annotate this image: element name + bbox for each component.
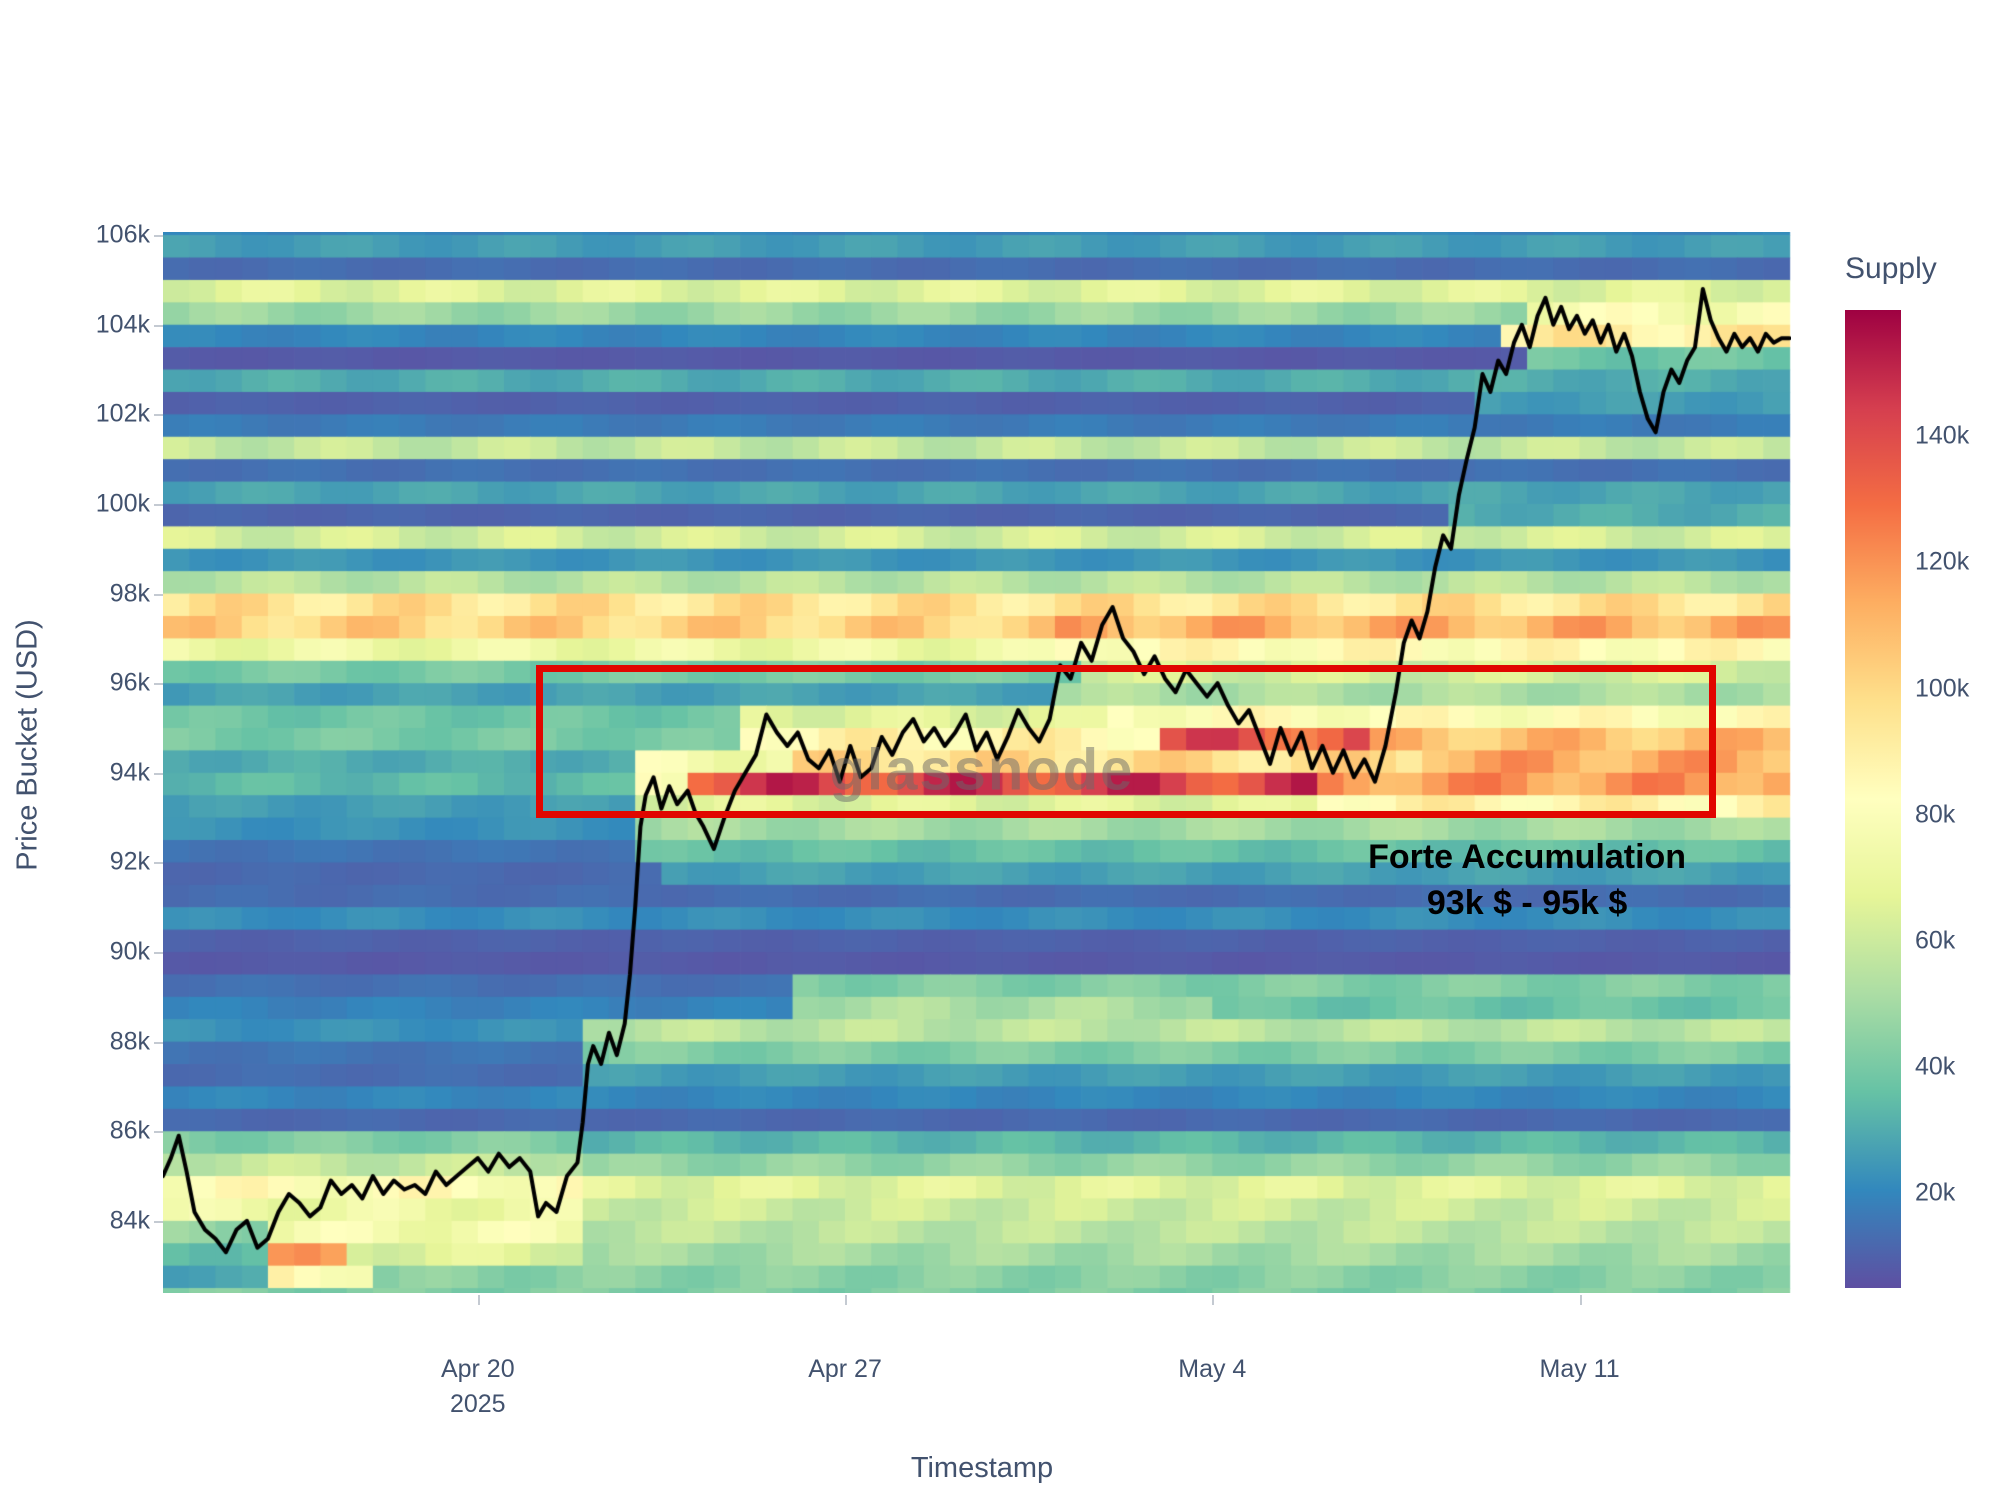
colorbar-tick-label: 100k: [1915, 674, 1970, 703]
y-tick-label: 98k: [109, 579, 150, 608]
y-tick-mark: [154, 1041, 163, 1044]
y-tick-mark: [154, 593, 163, 596]
x-tick-mark: [1212, 1295, 1215, 1305]
y-tick-mark: [154, 952, 163, 955]
y-tick-label: 92k: [109, 847, 150, 876]
colorbar-tick-label: 60k: [1915, 926, 1956, 955]
colorbar-title: Supply: [1845, 252, 1937, 285]
y-tick-label: 96k: [109, 668, 150, 697]
colorbar-tick-label: 120k: [1915, 547, 1970, 576]
y-axis-title: Price Bucket (USD): [11, 619, 44, 871]
y-tick-label: 100k: [95, 489, 150, 518]
y-tick-label: 90k: [109, 937, 150, 966]
x-tick-mark: [477, 1295, 480, 1305]
x-axis-title: Timestamp: [910, 1452, 1054, 1484]
x-tick-mark: [1579, 1295, 1582, 1305]
x-tick-label: May 11: [1539, 1355, 1620, 1383]
accumulation-box: [535, 665, 1716, 818]
y-tick-mark: [154, 683, 163, 686]
colorbar-tick-label: 40k: [1915, 1052, 1956, 1081]
y-tick-mark: [154, 414, 163, 417]
y-tick-mark: [154, 235, 163, 238]
annotation-line2: 93k $ - 95k $: [1426, 884, 1628, 923]
y-tick-label: 106k: [95, 220, 150, 249]
annotation-line1: Forte Accumulation: [1368, 838, 1687, 877]
glassnode-watermark: glassnode: [829, 737, 1135, 803]
y-tick-label: 94k: [109, 758, 150, 787]
x-tick-mark: [845, 1295, 848, 1305]
accumulation-annotation: Forte Accumulation 93k $ - 95k $: [1368, 834, 1686, 926]
y-tick-label: 102k: [95, 399, 150, 428]
heatmap-plot: glassnode Forte Accumulation 93k $ - 95k…: [163, 232, 1791, 1293]
x-tick-label: May 4: [1178, 1355, 1247, 1383]
y-tick-label: 86k: [109, 1116, 150, 1145]
y-tick-label: 84k: [109, 1206, 150, 1235]
y-tick-mark: [154, 503, 163, 506]
y-tick-mark: [154, 772, 163, 775]
y-tick-mark: [154, 1131, 163, 1134]
heatmap-canvas[interactable]: [163, 232, 1791, 1293]
y-tick-mark: [154, 324, 163, 327]
y-tick-mark: [154, 1220, 163, 1223]
colorbar-tick-label: 140k: [1915, 421, 1970, 450]
x-tick-label: Apr 27: [808, 1355, 882, 1383]
y-tick-mark: [154, 862, 163, 865]
colorbar-tick-label: 80k: [1915, 800, 1956, 829]
colorbar-tick-label: 20k: [1915, 1178, 1956, 1207]
y-tick-label: 104k: [95, 310, 150, 339]
colorbar: [1845, 310, 1901, 1288]
y-tick-label: 88k: [109, 1027, 150, 1056]
x-tick-label: Apr 20 2025: [440, 1355, 515, 1418]
